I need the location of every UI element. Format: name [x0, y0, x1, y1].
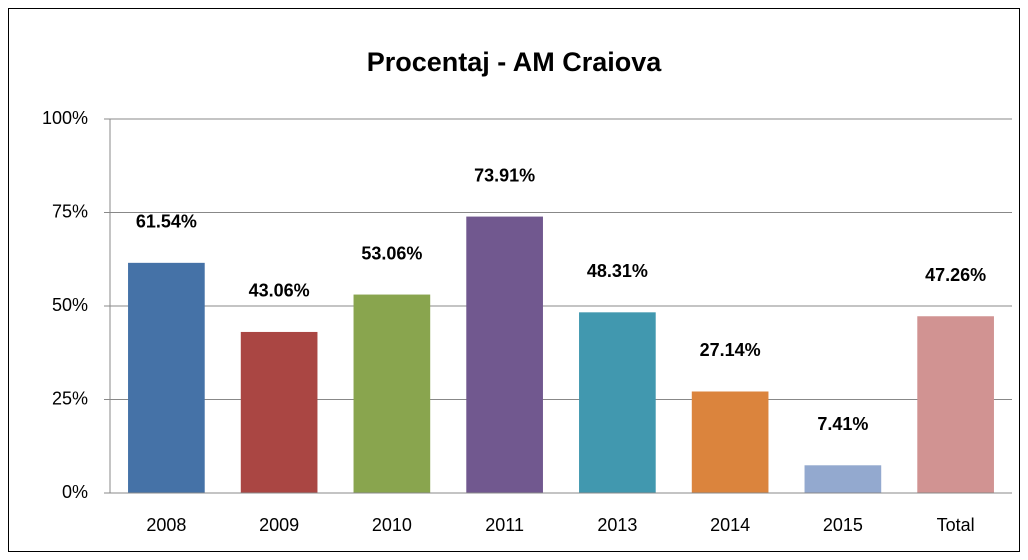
x-tick-label: 2008 [146, 515, 186, 535]
bar [466, 216, 543, 493]
bar [240, 331, 318, 493]
data-label: 7.41% [817, 414, 868, 434]
x-tick-label: Total [937, 515, 975, 535]
x-tick-label: 2011 [485, 515, 524, 535]
bar [804, 465, 882, 493]
x-tick-label: 2010 [372, 515, 412, 535]
chart-title: Procentaj - AM Craiova [367, 47, 663, 77]
bar [917, 316, 994, 493]
data-label: 61.54% [136, 212, 197, 232]
x-tick-label: 2015 [823, 515, 863, 535]
data-label: 43.06% [249, 281, 310, 301]
x-tick-label: 2009 [259, 515, 299, 535]
bar [691, 391, 769, 493]
data-label: 47.26% [925, 265, 986, 285]
x-tick-label: 2013 [597, 515, 637, 535]
data-label: 27.14% [700, 340, 761, 360]
y-tick-label: 100% [42, 108, 88, 128]
x-tick-label: 2014 [710, 515, 750, 535]
bar [353, 294, 431, 493]
bar [579, 312, 656, 493]
y-tick-label: 0% [62, 482, 88, 502]
y-tick-label: 75% [52, 201, 88, 221]
data-label: 53.06% [361, 243, 422, 263]
y-tick-label: 50% [52, 295, 88, 315]
y-tick-label: 25% [52, 388, 88, 408]
data-label: 73.91% [474, 165, 535, 185]
bar [128, 262, 205, 493]
data-label: 48.31% [587, 261, 648, 281]
